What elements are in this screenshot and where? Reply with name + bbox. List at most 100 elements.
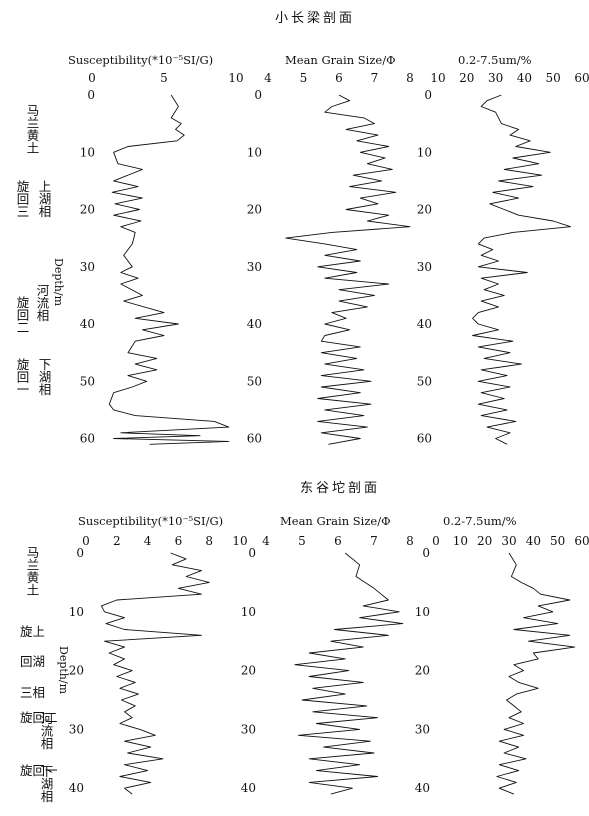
s2-panel3-title: 0.2-7.5um/% xyxy=(443,514,517,528)
s1-p1-depth-tick-label: 50 xyxy=(80,374,95,388)
s1-p2-xtick-label: 5 xyxy=(300,71,308,85)
s2-p3-xtick-label: 40 xyxy=(526,534,541,548)
s2-p1-depth-tick-label: 10 xyxy=(69,605,84,619)
s2-panel2-title: Mean Grain Size/Φ xyxy=(280,514,391,528)
s1-p3-depth-tick-label: 20 xyxy=(417,203,432,217)
s1-p2-xtick-label: 8 xyxy=(406,71,414,85)
s1-side-loess: 马兰黄土 xyxy=(25,104,40,154)
s1-p3-xtick-label: 40 xyxy=(517,71,532,85)
s1-p3-xtick-label: 60 xyxy=(574,71,589,85)
s2-side-labels: 马兰黄土 旋上 回湖 三相 旋回二 河流相 旋回一 下湖相 xyxy=(20,546,58,803)
s2-side-a: 旋上 xyxy=(20,624,45,639)
s1-p3-depth-tick-label: 40 xyxy=(417,317,432,331)
s1-side-cycle2: 旋回二 xyxy=(15,296,30,334)
s2-p2-curve xyxy=(294,552,404,795)
s1-p1-depth-tick-label: 60 xyxy=(80,432,95,446)
s2-p2-depth-tick-label: 40 xyxy=(241,781,256,795)
s1-p1-depth-tick-label: 20 xyxy=(80,203,95,217)
s2-p3-xtick-label: 50 xyxy=(550,534,565,548)
s2-depth-axis-label: Depth/m xyxy=(57,646,70,695)
s2-p3-xtick-label: 30 xyxy=(501,534,516,548)
s2-p3-depth-tick-label: 0 xyxy=(422,546,430,560)
s1-p2-curve xyxy=(285,94,411,445)
s2-p3-depth-tick-label: 10 xyxy=(415,605,430,619)
s2-p2-depth-tick-label: 30 xyxy=(241,722,256,736)
s2-side-cycle1: 旋回一 xyxy=(20,763,58,778)
section1-title: 小长梁剖面 xyxy=(275,11,355,26)
s1-p2-depth-tick-label: 20 xyxy=(247,203,262,217)
s1-p3-xtick-label: 30 xyxy=(488,71,503,85)
s2-p3-depth-tick-label: 40 xyxy=(415,781,430,795)
s1-p2-xtick-label: 6 xyxy=(335,71,343,85)
s2-side-b: 回湖 xyxy=(20,654,45,669)
s1-side-fluvial: 河流相 xyxy=(35,284,50,322)
s2-p2-depth-tick-label: 10 xyxy=(241,605,256,619)
s1-p2-xtick-label: 4 xyxy=(264,71,272,85)
s1-side-cycle3: 旋回三 xyxy=(15,180,30,218)
s2-p3-xtick-label: 20 xyxy=(477,534,492,548)
s2-p3-curve xyxy=(496,552,576,795)
s2-p1-xtick-label: 8 xyxy=(205,534,213,548)
s1-p3-xtick-label: 20 xyxy=(459,71,474,85)
s2-p2-xtick-label: 6 xyxy=(334,534,342,548)
s1-p3-depth-tick-label: 50 xyxy=(417,374,432,388)
s1-p3-xtick-label: 50 xyxy=(546,71,561,85)
s2-side-fluvial: 河流相 xyxy=(39,712,54,750)
s2-side-loess: 马兰黄土 xyxy=(25,546,40,596)
s1-side-labels: 马兰黄土 旋回三 上湖相 旋回二 河流相 旋回一 下湖相 xyxy=(15,104,52,396)
s1-p3-xtick-label: 10 xyxy=(430,71,445,85)
s2-p1-curve xyxy=(100,552,210,795)
s1-side-lowerlake: 下湖相 xyxy=(37,358,52,396)
s1-p1-curve xyxy=(108,94,230,445)
s1-p2-depth-tick-label: 30 xyxy=(247,260,262,274)
s2-p1-depth-tick-label: 0 xyxy=(76,546,84,560)
s1-side-upperlake: 上湖相 xyxy=(37,180,52,218)
s1-p2-depth-tick-label: 0 xyxy=(254,88,262,102)
s1-p1-depth-tick-label: 10 xyxy=(80,145,95,159)
s2-p3-depth-tick-label: 20 xyxy=(415,664,430,678)
s2-p1-xtick-label: 4 xyxy=(144,534,152,548)
s2-p1-xtick-label: 6 xyxy=(175,534,183,548)
s2-p2-depth-tick-label: 20 xyxy=(241,664,256,678)
s2-p1-depth-tick-label: 30 xyxy=(69,722,84,736)
s2-side-lowerlake: 下湖相 xyxy=(39,765,54,803)
s1-panel1-title: Susceptibility(*10⁻⁵SI/G) xyxy=(68,53,213,67)
s2-p2-xtick-label: 8 xyxy=(406,534,414,548)
s1-p3-depth-tick-label: 10 xyxy=(417,145,432,159)
s2-side-c: 三相 xyxy=(20,685,45,700)
s2-p1-depth-tick-label: 20 xyxy=(69,664,84,678)
s1-p3-curve xyxy=(472,94,571,445)
s1-p1-xtick-label: 5 xyxy=(160,71,168,85)
s1-p1-depth-tick-label: 0 xyxy=(87,88,95,102)
s2-p2-xtick-label: 7 xyxy=(370,534,378,548)
s1-side-cycle1: 旋回一 xyxy=(15,358,30,396)
s1-p2-depth-tick-label: 10 xyxy=(247,145,262,159)
s1-p2-depth-tick-label: 40 xyxy=(247,317,262,331)
s1-p2-xtick-label: 7 xyxy=(371,71,379,85)
s2-side-cycle2: 旋回二 xyxy=(20,710,58,725)
s1-p3-depth-tick-label: 60 xyxy=(417,432,432,446)
s1-p1-depth-tick-label: 30 xyxy=(80,260,95,274)
s1-p2-depth-tick-label: 50 xyxy=(247,374,262,388)
s1-panel2-title: Mean Grain Size/Φ xyxy=(285,53,396,67)
s2-panel1-title: Susceptibility(*10⁻⁵SI/G) xyxy=(78,514,223,528)
s1-p1-xtick-label: 10 xyxy=(228,71,243,85)
s1-p2-depth-tick-label: 60 xyxy=(247,432,262,446)
s2-p1-xtick-label: 0 xyxy=(82,534,90,548)
s1-p3-depth-tick-label: 0 xyxy=(424,88,432,102)
s2-p1-depth-tick-label: 40 xyxy=(69,781,84,795)
s2-p1-xtick-label: 2 xyxy=(113,534,121,548)
section2-title: 东谷坨剖面 xyxy=(300,480,380,496)
s2-p2-xtick-label: 4 xyxy=(262,534,270,548)
s1-depth-axis-label: Depth/m xyxy=(52,258,65,307)
s2-p1-xtick-label: 10 xyxy=(232,534,247,548)
s2-p2-depth-tick-label: 0 xyxy=(248,546,256,560)
s2-p3-xtick-label: 60 xyxy=(574,534,589,548)
s2-p3-depth-tick-label: 30 xyxy=(415,722,430,736)
s1-panel3-title: 0.2-7.5um/% xyxy=(458,53,532,67)
s2-p2-xtick-label: 5 xyxy=(298,534,306,548)
s2-p3-xtick-label: 0 xyxy=(432,534,440,548)
s1-p1-xtick-label: 0 xyxy=(88,71,96,85)
